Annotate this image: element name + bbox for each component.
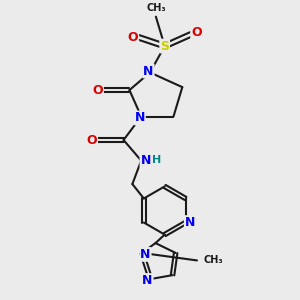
Text: O: O — [86, 134, 97, 146]
Text: O: O — [92, 84, 103, 97]
Text: N: N — [134, 112, 145, 124]
Text: O: O — [128, 31, 138, 44]
Text: CH₃: CH₃ — [146, 3, 166, 13]
Text: S: S — [160, 40, 169, 52]
Text: N: N — [142, 274, 153, 287]
Text: N: N — [140, 248, 151, 261]
Text: O: O — [191, 26, 202, 39]
Text: N: N — [143, 64, 154, 77]
Text: N: N — [140, 154, 151, 167]
Text: CH₃: CH₃ — [203, 255, 223, 266]
Text: N: N — [185, 216, 195, 229]
Text: H: H — [152, 155, 161, 165]
